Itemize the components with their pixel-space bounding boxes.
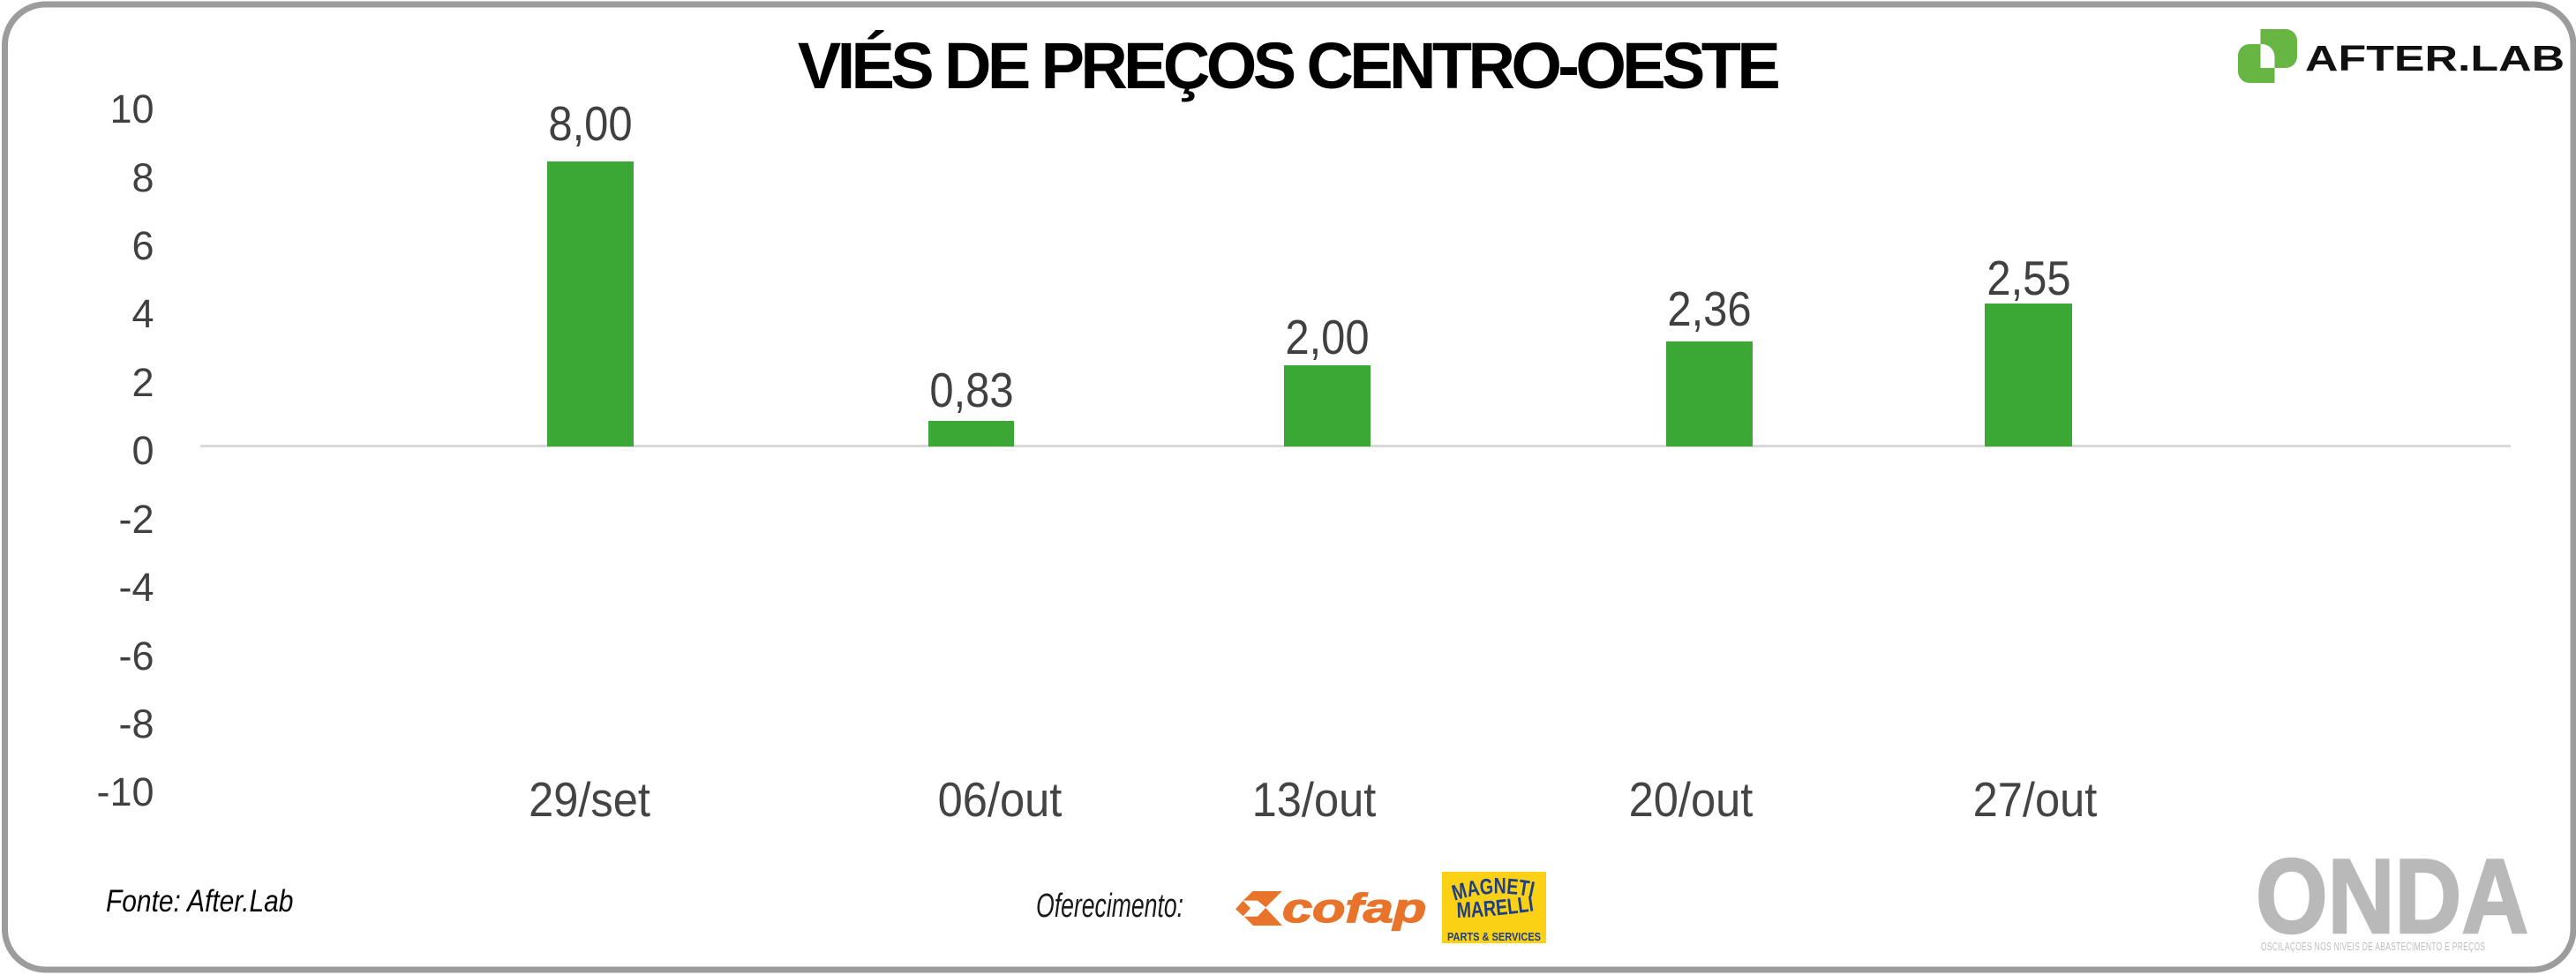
svg-text:PARTS & SERVICES: PARTS & SERVICES [1447,930,1541,943]
